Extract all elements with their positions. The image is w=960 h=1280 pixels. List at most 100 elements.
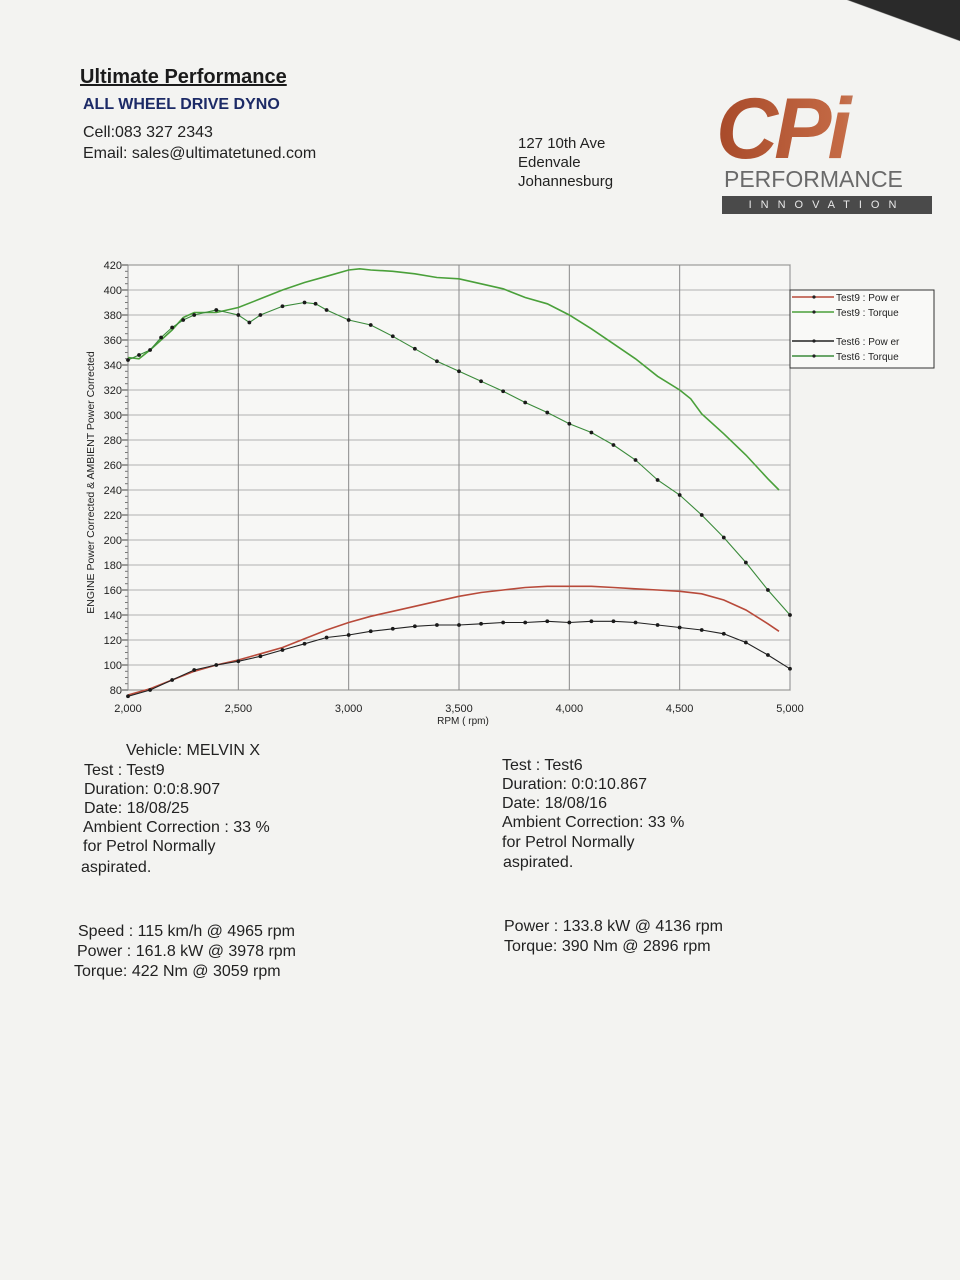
- data-point: [346, 318, 351, 322]
- test6-date: Date: 18/08/16: [502, 795, 607, 812]
- data-point: [545, 619, 550, 624]
- data-point: [192, 313, 197, 317]
- data-point: [788, 613, 792, 617]
- test9-duration: Duration: 0:0:8.907: [84, 781, 221, 798]
- data-point: [148, 688, 152, 692]
- data-point: [699, 513, 704, 517]
- data-point: [655, 623, 660, 627]
- data-point: [192, 668, 197, 672]
- test9-speed-peak: Speed : 115 km/h @ 4965 rpm: [78, 923, 295, 940]
- test9-power-peak: Power : 161.8 kW @ 3978 rpm: [77, 943, 296, 960]
- dyno-type: ALL WHEEL DRIVE DYNO: [83, 96, 280, 113]
- test6-ambient-correction: Ambient Correction: 33 %: [502, 814, 685, 831]
- data-point: [126, 694, 130, 699]
- data-point: [545, 410, 550, 415]
- data-point: [699, 628, 704, 632]
- address-line: Johannesburg: [518, 173, 614, 190]
- data-point: [655, 478, 660, 482]
- address-line: Edenvale: [518, 154, 581, 171]
- y-tick-label: 300: [104, 410, 122, 422]
- data-point: [214, 308, 219, 312]
- dyno-chart: 80 100 120 140 160 180 200 220 240 260 280 300 320 34…: [85, 260, 935, 727]
- test6-power-peak: Power : 133.8 kW @ 4136 rpm: [504, 918, 723, 935]
- y-tick-label: 420: [104, 260, 122, 272]
- test9-ambient-correction: Ambient Correction : 33 %: [83, 819, 270, 836]
- test6-aspiration: aspirated.: [503, 854, 574, 871]
- series-line-2: [127, 267, 780, 491]
- data-point: [766, 653, 770, 657]
- data-point: [412, 346, 417, 351]
- data-point: [589, 619, 594, 624]
- legend-entry: Test9 : Torque: [836, 308, 899, 319]
- y-tick-label: 100: [104, 660, 122, 672]
- data-point: [236, 659, 241, 664]
- data-point: [390, 626, 395, 631]
- data-point: [280, 304, 285, 309]
- address-line: 127 10th Ave: [518, 135, 606, 152]
- data-point: [435, 359, 439, 364]
- data-point: [236, 313, 241, 317]
- data-point: [479, 621, 483, 626]
- test9-fuel: for Petrol Normally: [83, 838, 216, 855]
- data-point: [247, 320, 252, 325]
- y-tick-label: 360: [104, 335, 122, 347]
- x-axis-label: RPM ( rpm): [437, 716, 489, 727]
- legend-marker: [812, 310, 816, 314]
- data-point: [479, 379, 483, 384]
- data-point: [324, 635, 329, 640]
- data-point: [258, 654, 263, 659]
- legend-entry: Test6 : Torque: [836, 352, 899, 363]
- y-tick-label: 180: [104, 560, 122, 572]
- company-name: Ultimate Performance: [80, 66, 287, 88]
- test9-name: Test : Test9: [84, 762, 165, 779]
- y-tick-label: 340: [104, 360, 122, 372]
- cpi-logo-mark: CPi: [716, 86, 946, 172]
- y-tick-label: 320: [104, 385, 122, 397]
- data-point: [611, 443, 616, 447]
- data-point: [611, 619, 616, 624]
- x-tick-label: 3,000: [335, 703, 363, 715]
- y-tick-label: 200: [104, 535, 122, 547]
- y-tick-label: 220: [104, 510, 122, 522]
- data-point: [501, 389, 506, 394]
- data-point: [324, 308, 329, 312]
- data-point: [181, 318, 186, 322]
- data-point: [567, 421, 572, 426]
- data-point: [457, 369, 461, 374]
- data-point: [457, 623, 461, 627]
- data-point: [743, 560, 748, 565]
- data-point: [633, 458, 638, 462]
- y-tick-label: 280: [104, 435, 122, 447]
- data-point: [302, 641, 307, 646]
- data-point: [313, 301, 318, 306]
- data-point: [148, 348, 152, 352]
- x-tick-label: 3,500: [445, 703, 473, 715]
- data-point: [589, 430, 594, 435]
- email-address: Email: sales@ultimatetuned.com: [83, 145, 317, 162]
- data-point: [170, 325, 175, 330]
- y-tick-label: 140: [104, 610, 122, 622]
- x-tick-label: 5,000: [776, 703, 804, 715]
- data-point: [390, 334, 395, 339]
- data-point: [501, 620, 506, 625]
- test6-name: Test : Test6: [502, 757, 583, 774]
- data-point: [137, 353, 141, 357]
- data-point: [788, 666, 792, 671]
- x-tick-label: 2,500: [225, 703, 253, 715]
- data-point: [766, 588, 770, 592]
- data-point: [126, 358, 130, 362]
- legend-marker: [812, 295, 816, 299]
- data-point: [412, 624, 417, 629]
- y-tick-label: 120: [104, 635, 122, 647]
- cell-number: Cell:083 327 2343: [83, 124, 213, 141]
- data-point: [258, 313, 263, 317]
- legend-entry: Test9 : Pow er: [836, 293, 900, 304]
- data-point: [368, 629, 373, 634]
- y-tick-label: 160: [104, 585, 122, 597]
- data-point: [567, 620, 572, 625]
- logo-performance-text: PERFORMANCE: [724, 166, 903, 192]
- test6-torque-peak: Torque: 390 Nm @ 2896 rpm: [504, 938, 711, 955]
- data-point: [159, 335, 164, 340]
- data-point: [743, 640, 748, 645]
- test6-duration: Duration: 0:0:10.867: [502, 776, 647, 793]
